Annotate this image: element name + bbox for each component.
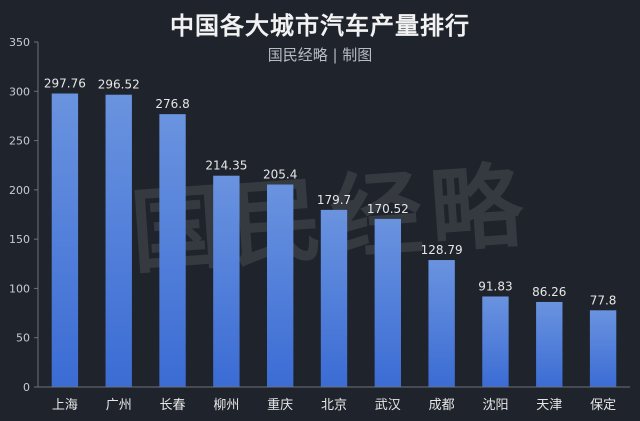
bar-沈阳	[482, 296, 509, 387]
bar-天津	[536, 301, 563, 387]
category-label: 广州	[106, 398, 132, 413]
value-label: 296.52	[98, 78, 140, 92]
bar-上海	[51, 93, 79, 387]
value-label: 128.79	[421, 243, 463, 257]
bars	[51, 93, 617, 387]
value-label: 77.8	[590, 293, 617, 307]
value-label: 214.35	[205, 159, 247, 173]
category-label: 长春	[160, 398, 186, 413]
category-label: 重庆	[267, 397, 293, 413]
y-tick-label: 200	[9, 184, 30, 197]
y-tick-label: 100	[9, 282, 30, 295]
y-tick-label: 250	[9, 135, 30, 148]
y-tick-label: 350	[9, 36, 30, 49]
bar-广州	[105, 94, 132, 387]
chart-subtitle: 国民经略 | 制图	[267, 46, 373, 64]
category-label: 沈阳	[482, 398, 508, 413]
y-tick-label: 150	[9, 233, 30, 246]
bar-武汉	[374, 218, 402, 387]
value-label: 91.83	[478, 279, 512, 293]
value-label: 86.26	[532, 285, 566, 299]
bar-重庆	[266, 184, 294, 387]
y-tick-label: 300	[9, 85, 30, 98]
bar-北京	[320, 209, 348, 387]
category-label: 上海	[52, 398, 78, 413]
y-tick-label: 0	[23, 381, 30, 394]
value-label: 276.8	[155, 97, 189, 111]
category-label: 成都	[429, 398, 455, 413]
bar-成都	[428, 260, 455, 387]
y-tick-label: 50	[16, 332, 30, 345]
value-label: 297.76	[44, 76, 86, 90]
chart-title: 中国各大城市汽车产量排行	[170, 12, 470, 40]
bar-保定	[589, 310, 617, 387]
value-label: 179.7	[317, 193, 351, 207]
category-label: 保定	[590, 398, 616, 413]
bar-柳州	[213, 175, 240, 387]
value-label: 205.4	[263, 168, 297, 182]
x-axis: 上海 广州 长春 柳州 重庆 北京 武汉 成都 沈阳 天津 保定	[38, 386, 630, 413]
category-label: 北京	[321, 398, 347, 413]
category-label: 天津	[536, 398, 562, 413]
category-label: 武汉	[375, 398, 401, 413]
bar-长春	[159, 114, 186, 387]
value-labels: 297.76 296.52 276.8 214.35 205.4 179.7 170.52 1…	[44, 76, 617, 307]
value-label: 170.52	[367, 202, 409, 216]
category-label: 柳州	[213, 398, 239, 413]
y-axis: 0 50 100 150 200 250 300 350	[9, 36, 39, 394]
